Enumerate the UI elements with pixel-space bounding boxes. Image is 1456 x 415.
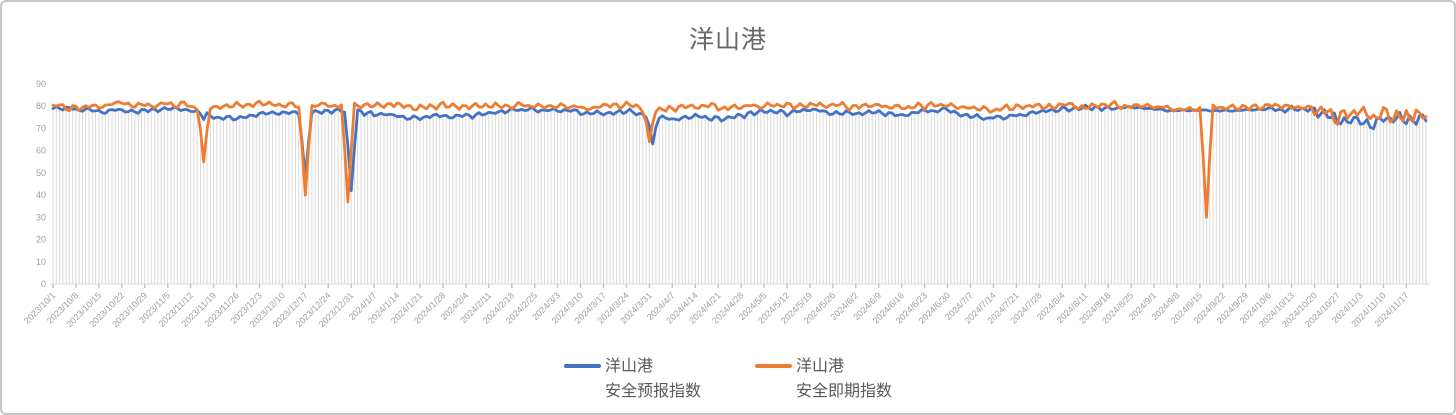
y-axis-label: 90 — [36, 79, 46, 89]
chart-title: 洋山港 — [688, 26, 767, 54]
forecast-series-swatch — [563, 364, 601, 368]
legend-item-forecast[interactable]: 洋山港 安全预报指数 — [563, 354, 701, 404]
y-axis-label: 80 — [36, 101, 46, 111]
series-line-spot — [51, 99, 1428, 219]
y-axis-label: 30 — [36, 212, 46, 222]
y-axis-label: 20 — [36, 235, 46, 245]
legend-item-spot[interactable]: 洋山港 安全即期指数 — [755, 354, 892, 404]
y-axis-label: 70 — [36, 123, 46, 133]
y-axis-label: 10 — [36, 257, 46, 267]
category-drop-lines — [52, 107, 1427, 284]
spot-label-line1: 洋山港 — [796, 358, 845, 375]
y-axis-label: 0 — [41, 279, 46, 289]
forecast-series-label: 洋山港 安全预报指数 — [605, 354, 701, 404]
legend: 洋山港 安全预报指数 洋山港 安全即期指数 — [2, 354, 1454, 404]
y-axis-label: 60 — [36, 146, 46, 156]
y-axis-label: 50 — [36, 168, 46, 178]
forecast-label-line1: 洋山港 — [604, 358, 653, 375]
spot-label-line2: 安全即期指数 — [796, 383, 893, 400]
forecast-label-line2: 安全预报指数 — [604, 383, 701, 400]
y-axis-label: 40 — [36, 190, 46, 200]
spot-series-swatch — [755, 364, 792, 368]
spot-series-label: 洋山港 安全即期指数 — [796, 354, 892, 404]
